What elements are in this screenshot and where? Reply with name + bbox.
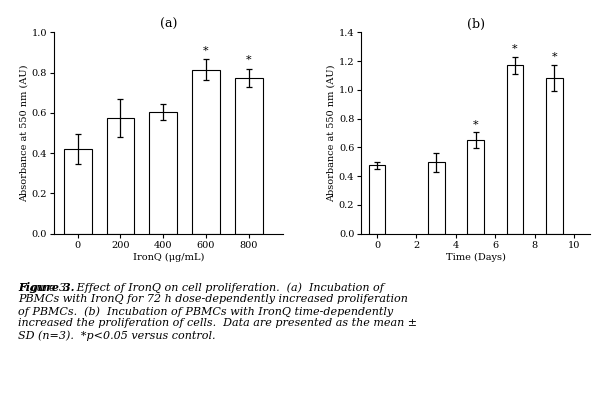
Bar [149,112,177,234]
Y-axis label: Absorbance at 550 nm (AU): Absorbance at 550 nm (AU) [327,64,336,202]
Title: (a): (a) [160,18,177,31]
X-axis label: Time (Days): Time (Days) [445,252,506,262]
Y-axis label: Absorbance at 550 nm (AU): Absorbance at 550 nm (AU) [20,64,29,202]
Bar [192,70,220,234]
Text: Figure 3.: Figure 3. [18,282,75,293]
Text: Figure 3.  Effect of IronQ on cell proliferation.  (a)  Incubation of
PBMCs with: Figure 3. Effect of IronQ on cell prolif… [18,282,417,341]
Bar [428,162,444,234]
Title: (b): (b) [467,18,485,31]
Text: *: * [203,46,209,56]
Bar [368,165,385,234]
Text: *: * [551,52,557,62]
Bar [546,77,563,234]
Bar [235,77,262,234]
Bar [507,65,523,234]
Text: Figure 3.  Effect of IronQ on cell proliferation.  (a)  Incubation of
PBMCs with: Figure 3. Effect of IronQ on cell prolif… [18,282,417,341]
Text: *: * [512,44,518,54]
X-axis label: IronQ (μg/mL): IronQ (μg/mL) [133,252,204,262]
Bar [107,118,134,234]
Bar [64,149,92,234]
Text: *: * [246,55,252,65]
Text: *: * [473,119,479,129]
Bar [467,140,484,234]
